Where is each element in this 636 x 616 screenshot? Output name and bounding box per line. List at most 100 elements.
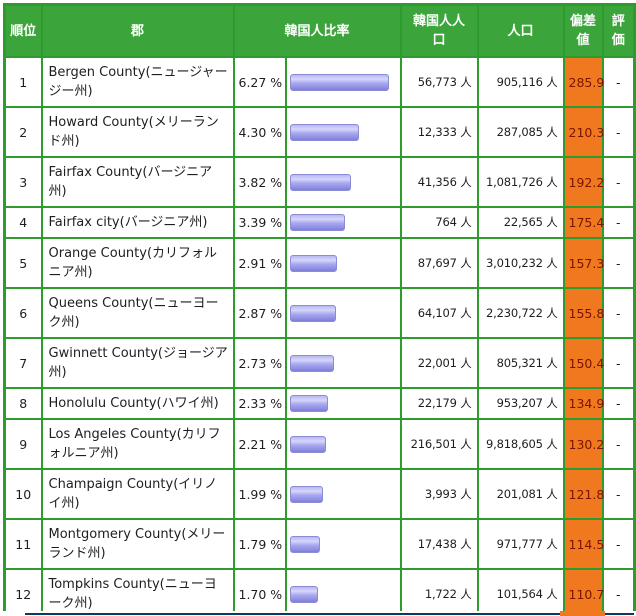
rank-cell: 10 (3, 468, 43, 520)
deviation-cell: 175.4 (562, 206, 604, 239)
county-cell: Tompkins County(ニューヨーク州) (40, 568, 235, 616)
population-cell: 287,085 人 (476, 106, 565, 158)
county-cell: Queens County(ニューヨーク州) (40, 287, 235, 339)
header-deviation: 偏差値 (562, 3, 604, 58)
table-row: 11 Montgomery County(メリーランド州) 1.79 % 17,… (3, 518, 636, 570)
korean-population-cell: 41,356 人 (399, 156, 479, 208)
table-row: 9 Los Angeles County(カリフォルニア州) 2.21 % 21… (3, 418, 636, 470)
deviation-cell: 110.7 (562, 568, 604, 616)
ratio-bar-cell (284, 287, 402, 339)
korean-ratio-ranking-table: 順位 郡 韓国人比率 韓国人人口 人口 偏差値 評価 1 Bergen Coun… (3, 3, 636, 616)
rank-cell: 12 (3, 568, 43, 616)
population-cell: 201,081 人 (476, 468, 565, 520)
population-cell: 9,818,605 人 (476, 418, 565, 470)
rank-cell: 11 (3, 518, 43, 570)
evaluation-cell: - (601, 237, 636, 289)
ratio-bar (289, 304, 336, 322)
ratio-bar-cell (284, 468, 402, 520)
korean-population-cell: 764 人 (399, 206, 479, 239)
rank-cell: 7 (3, 337, 43, 389)
percent-cell: 1.79 % (232, 518, 287, 570)
table-row: 6 Queens County(ニューヨーク州) 2.87 % 64,107 人… (3, 287, 636, 339)
county-cell: Howard County(メリーランド州) (40, 106, 235, 158)
evaluation-cell: - (601, 156, 636, 208)
ratio-bar (289, 354, 334, 372)
deviation-cell: 285.9 (562, 56, 604, 108)
header-rank: 順位 (3, 3, 43, 58)
rank-cell: 4 (3, 206, 43, 239)
table-row: 7 Gwinnett County(ジョージア州) 2.73 % 22,001 … (3, 337, 636, 389)
table-row: 10 Champaign County(イリノイ州) 1.99 % 3,993 … (3, 468, 636, 520)
ratio-bar-cell (284, 206, 402, 239)
korean-population-cell: 87,697 人 (399, 237, 479, 289)
table-row: 12 Tompkins County(ニューヨーク州) 1.70 % 1,722… (3, 568, 636, 616)
rank-cell: 1 (3, 56, 43, 108)
korean-population-cell: 22,001 人 (399, 337, 479, 389)
korean-population-cell: 56,773 人 (399, 56, 479, 108)
ratio-bar (289, 395, 328, 412)
korean-population-cell: 17,438 人 (399, 518, 479, 570)
county-cell: Fairfax County(バージニア州) (40, 156, 235, 208)
evaluation-cell: - (601, 518, 636, 570)
percent-cell: 2.73 % (232, 337, 287, 389)
ratio-bar (289, 535, 320, 553)
evaluation-cell: - (601, 568, 636, 616)
table-body: 1 Bergen County(ニュージャージー州) 6.27 % 56,773… (3, 56, 636, 616)
deviation-cell: 114.5 (562, 518, 604, 570)
ratio-bar-cell (284, 56, 402, 108)
county-cell: Champaign County(イリノイ州) (40, 468, 235, 520)
percent-cell: 2.91 % (232, 237, 287, 289)
korean-population-cell: 3,993 人 (399, 468, 479, 520)
deviation-cell: 150.4 (562, 337, 604, 389)
evaluation-cell: - (601, 106, 636, 158)
korean-population-cell: 12,333 人 (399, 106, 479, 158)
header-korean-population: 韓国人人口 (399, 3, 479, 58)
county-cell: Los Angeles County(カリフォルニア州) (40, 418, 235, 470)
rank-cell: 9 (3, 418, 43, 470)
deviation-cell: 121.8 (562, 468, 604, 520)
ratio-bar (289, 173, 351, 191)
population-cell: 3,010,232 人 (476, 237, 565, 289)
percent-cell: 2.21 % (232, 418, 287, 470)
rank-cell: 5 (3, 237, 43, 289)
ratio-bar (289, 123, 359, 141)
ratio-bar (289, 485, 323, 503)
ratio-bar (289, 254, 337, 272)
korean-population-cell: 64,107 人 (399, 287, 479, 339)
table-row: 2 Howard County(メリーランド州) 4.30 % 12,333 人… (3, 106, 636, 158)
county-cell: Montgomery County(メリーランド州) (40, 518, 235, 570)
header-county: 郡 (40, 3, 235, 58)
population-cell: 101,564 人 (476, 568, 565, 616)
table-row: 8 Honolulu County(ハワイ州) 2.33 % 22,179 人 … (3, 387, 636, 420)
deviation-cell: 210.3 (562, 106, 604, 158)
percent-cell: 2.33 % (232, 387, 287, 420)
deviation-cell: 130.2 (562, 418, 604, 470)
korean-population-cell: 216,501 人 (399, 418, 479, 470)
header-korean-ratio: 韓国人比率 (232, 3, 402, 58)
evaluation-cell: - (601, 337, 636, 389)
header-evaluation: 評価 (601, 3, 636, 58)
percent-cell: 6.27 % (232, 56, 287, 108)
table-header: 順位 郡 韓国人比率 韓国人人口 人口 偏差値 評価 (3, 3, 636, 58)
table-row: 4 Fairfax city(バージニア州) 3.39 % 764 人 22,5… (3, 206, 636, 239)
deviation-cell: 192.2 (562, 156, 604, 208)
population-cell: 905,116 人 (476, 56, 565, 108)
evaluation-cell: - (601, 387, 636, 420)
next-table-edge (0, 611, 636, 616)
percent-cell: 4.30 % (232, 106, 287, 158)
population-cell: 953,207 人 (476, 387, 565, 420)
ratio-bar (289, 73, 389, 91)
header-population: 人口 (476, 3, 565, 58)
ratio-bar (289, 435, 326, 453)
rank-cell: 6 (3, 287, 43, 339)
percent-cell: 1.70 % (232, 568, 287, 616)
county-cell: Gwinnett County(ジョージア州) (40, 337, 235, 389)
deviation-cell: 134.9 (562, 387, 604, 420)
population-cell: 2,230,722 人 (476, 287, 565, 339)
header-row: 順位 郡 韓国人比率 韓国人人口 人口 偏差値 評価 (3, 3, 636, 58)
ratio-bar (289, 585, 318, 603)
county-cell: Honolulu County(ハワイ州) (40, 387, 235, 420)
korean-population-cell: 1,722 人 (399, 568, 479, 616)
percent-cell: 1.99 % (232, 468, 287, 520)
